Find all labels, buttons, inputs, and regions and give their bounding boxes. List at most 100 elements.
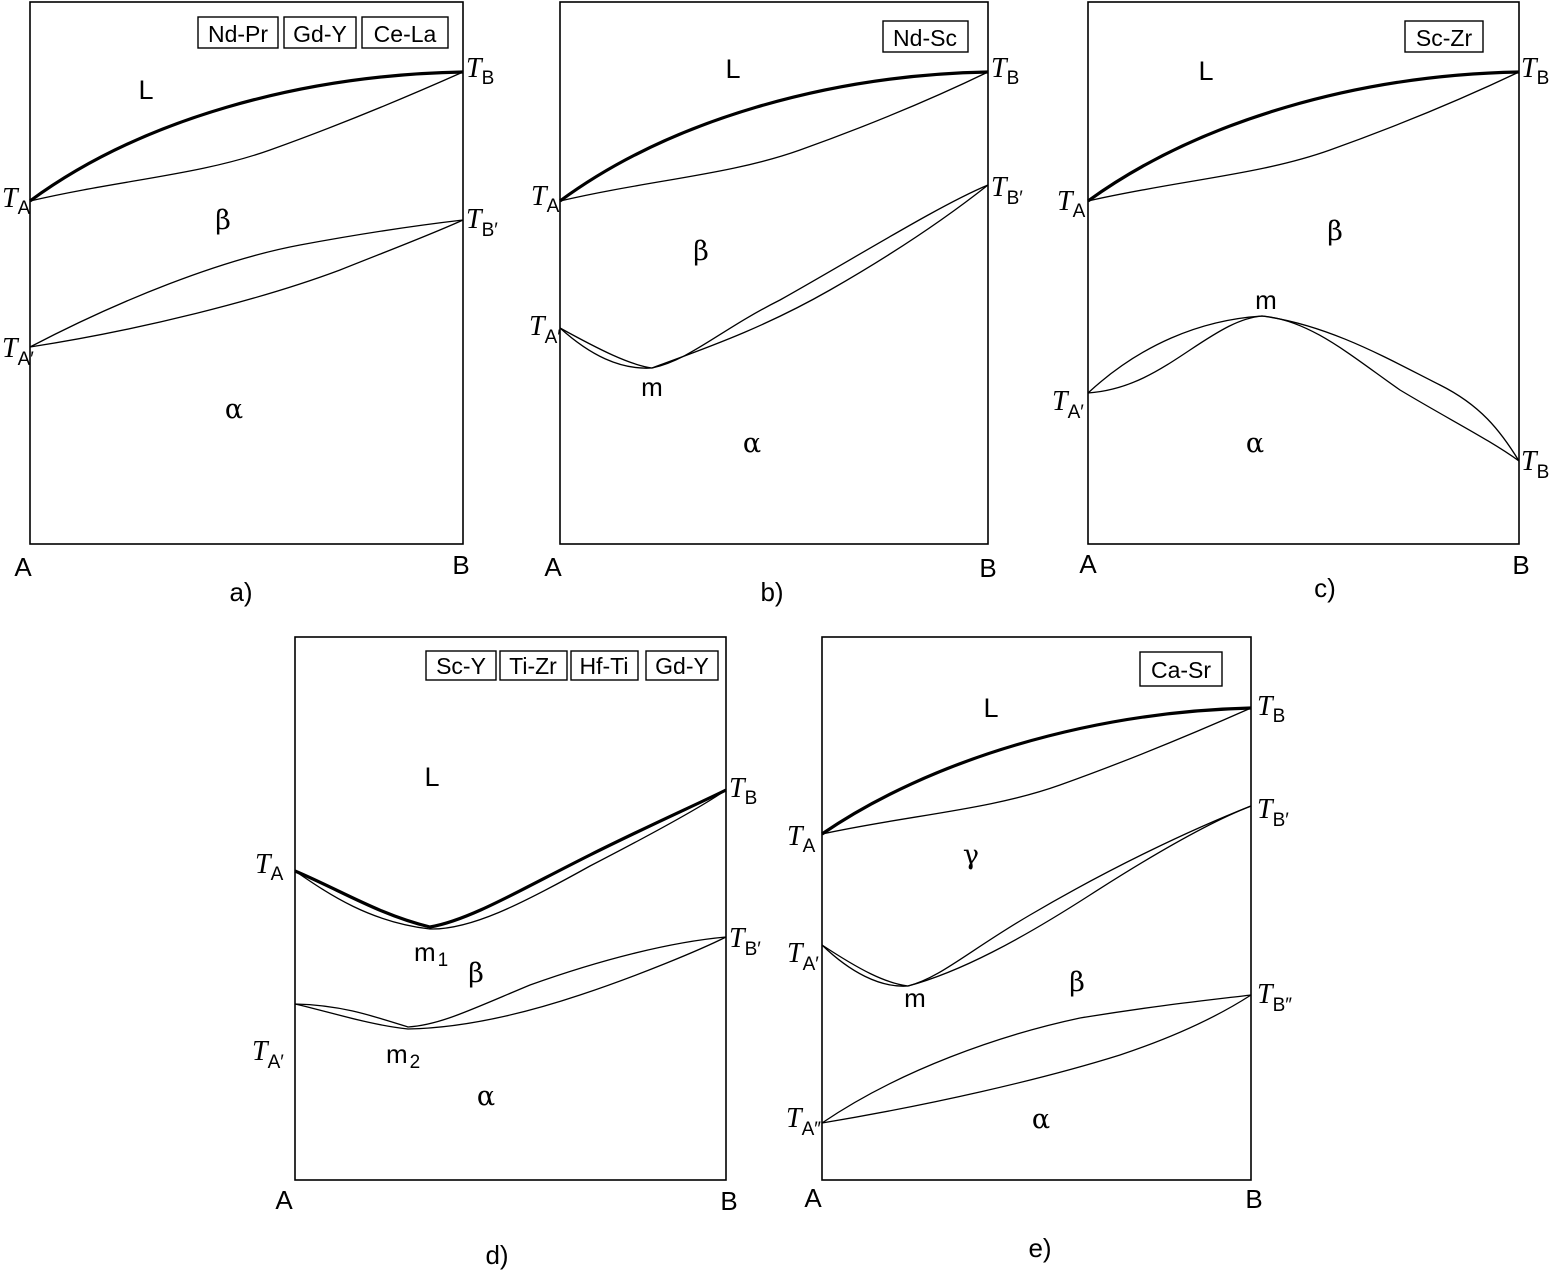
panel-d-alpha-transus: [294, 936, 727, 1030]
panel-a-phase-liquid: L: [138, 75, 153, 105]
panel-c-phase-liquid: L: [1198, 56, 1213, 86]
panel-a-axis-B: B: [452, 550, 469, 580]
panel-c-max-m: m: [1255, 285, 1277, 315]
panel-a-temp-TA-prime: TA′: [2, 333, 34, 370]
panel-c-temp-TB-prime: TB′: [1521, 446, 1549, 483]
panel-c-axis-B: B: [1512, 550, 1529, 580]
panel-b-min-m: m: [641, 372, 663, 402]
panel-e-phase-gamma: γ: [963, 840, 979, 871]
panel-a-temp-TA: TA: [2, 183, 31, 219]
panel-a: Nd-Pr Gd-Y Ce-La L β α TA TB TA′ TB′ A B…: [2, 1, 498, 607]
panel-a-tag-3-box: [361, 16, 449, 49]
panel-d-tag-3: Hf-Ti: [580, 653, 629, 679]
panel-e-tag-1: Ca-Sr: [1151, 657, 1211, 683]
panel-a-phase-alpha: α: [225, 394, 243, 425]
panel-c-axis-A: A: [1079, 549, 1097, 579]
panel-a-temp-TB: TB: [466, 53, 494, 89]
panel-d-phase-beta: β: [468, 958, 484, 989]
panel-a-tag-2-box: [283, 16, 357, 49]
panel-b-temp-TA-prime: TA′: [529, 311, 561, 348]
panel-d-tag-1-box: [425, 650, 497, 681]
panel-b-tag-1: Nd-Sc: [893, 25, 957, 51]
panel-e-temp-TB-prime: TB′: [1257, 794, 1289, 831]
panel-d-tag-4: Gd-Y: [655, 653, 709, 679]
panel-e-temp-TA-prime: TA′: [787, 938, 819, 975]
panel-d-tag-4-box: [645, 650, 719, 681]
panel-a-liquidus: [29, 70, 464, 203]
panel-a-tag-2: Gd-Y: [293, 21, 347, 47]
panel-c: Sc-Zr L β m α TA TB TA′ TB′ A B c): [1052, 1, 1549, 603]
panel-c-phase-beta: β: [1327, 216, 1343, 247]
panel-a-tag-1: Nd-Pr: [208, 21, 268, 47]
panel-c-solidus: [1087, 71, 1520, 202]
panel-e-beta-transus: [821, 994, 1252, 1124]
panel-e-caption: e): [1028, 1233, 1051, 1263]
panel-d-phase-alpha: α: [477, 1081, 495, 1112]
panel-e-solidus: [821, 707, 1252, 835]
panel-b-axis-A: A: [544, 552, 562, 582]
panel-a-tag-1-box: [197, 16, 279, 49]
panel-b-tag-1-box: [882, 20, 969, 53]
panel-e-frame: [821, 636, 1252, 1181]
panel-b-phase-alpha: α: [743, 428, 761, 459]
panel-b-solidus: [559, 71, 989, 202]
panel-e-axis-B: B: [1245, 1184, 1262, 1214]
panel-e-temp-TB-double-prime: TB″: [1257, 979, 1292, 1016]
panel-a-axis-A: A: [14, 552, 32, 582]
panel-c-temp-TB: TB: [1521, 53, 1549, 89]
panel-d-temp-TB-prime: TB′: [729, 923, 761, 960]
panel-d-tag-1: Sc-Y: [436, 653, 486, 679]
panel-a-system-tags: Nd-Pr Gd-Y Ce-La: [197, 16, 449, 49]
panel-c-alpha-transus: [1087, 315, 1520, 462]
panel-a-beta-transus: [29, 219, 464, 348]
panel-b-temp-TA: TA: [531, 181, 560, 217]
panel-d-tag-2: Ti-Zr: [509, 653, 557, 679]
panel-b-caption: b): [760, 577, 783, 607]
panel-b-liquidus: [559, 70, 989, 203]
panel-b-temp-TB-prime: TB′: [991, 172, 1023, 209]
panel-b-frame: [559, 1, 989, 545]
panel-b-temp-TB: TB: [991, 53, 1019, 89]
panel-c-temp-TA-prime: TA′: [1052, 386, 1084, 423]
panel-e-liquidus: [821, 706, 1252, 836]
panel-c-beta-transus: [1087, 315, 1520, 462]
panel-e-temp-TB: TB: [1257, 691, 1285, 727]
panel-b-alpha-transus: [559, 184, 989, 369]
panel-e: Ca-Sr L γ m β α TA TB TA′ TB′ TA″ TB″ A …: [786, 636, 1292, 1263]
panel-e-phase-beta: β: [1069, 967, 1085, 998]
panel-c-frame: [1087, 1, 1520, 545]
panel-c-tag-1-box: [1404, 20, 1484, 53]
panel-d-tag-2-box: [499, 650, 568, 681]
panel-d-system-tags: Sc-Y Ti-Zr Hf-Ti Gd-Y: [425, 650, 719, 681]
panel-c-tag-1: Sc-Zr: [1416, 25, 1473, 51]
panel-c-liquidus: [1087, 70, 1520, 203]
panel-e-temp-TA: TA: [787, 821, 816, 857]
panel-c-caption: c): [1314, 573, 1336, 603]
panel-a-tag-3: Ce-La: [374, 21, 437, 47]
panel-a-alpha-transus: [29, 219, 464, 348]
panel-e-gamma-transus-lower: [821, 805, 1252, 987]
panel-d-beta-transus: [294, 936, 727, 1028]
panel-d-caption: d): [485, 1240, 508, 1270]
panel-c-temp-TA: TA: [1057, 186, 1086, 222]
panel-a-phase-beta: β: [215, 205, 231, 236]
panel-b-phase-beta: β: [693, 236, 709, 267]
panel-b-phase-liquid: L: [725, 54, 740, 84]
panel-a-solidus: [29, 71, 464, 202]
panel-d-phase-liquid: L: [424, 762, 439, 792]
panel-d-solidus: [294, 789, 727, 930]
panel-e-axis-A: A: [804, 1183, 822, 1213]
panel-e-phase-alpha: α: [1032, 1104, 1050, 1135]
panel-d-temp-TA-prime: TA′: [252, 1036, 284, 1073]
panel-e-tag-1-box: [1139, 651, 1223, 687]
panel-e-alpha-transus: [821, 994, 1252, 1124]
panel-d-frame: [294, 636, 727, 1181]
panel-d-temp-TA: TA: [255, 849, 284, 885]
panel-a-caption: a): [229, 577, 252, 607]
panel-d-tag-3-box: [570, 650, 639, 681]
panel-d-temp-TB: TB: [729, 773, 757, 809]
